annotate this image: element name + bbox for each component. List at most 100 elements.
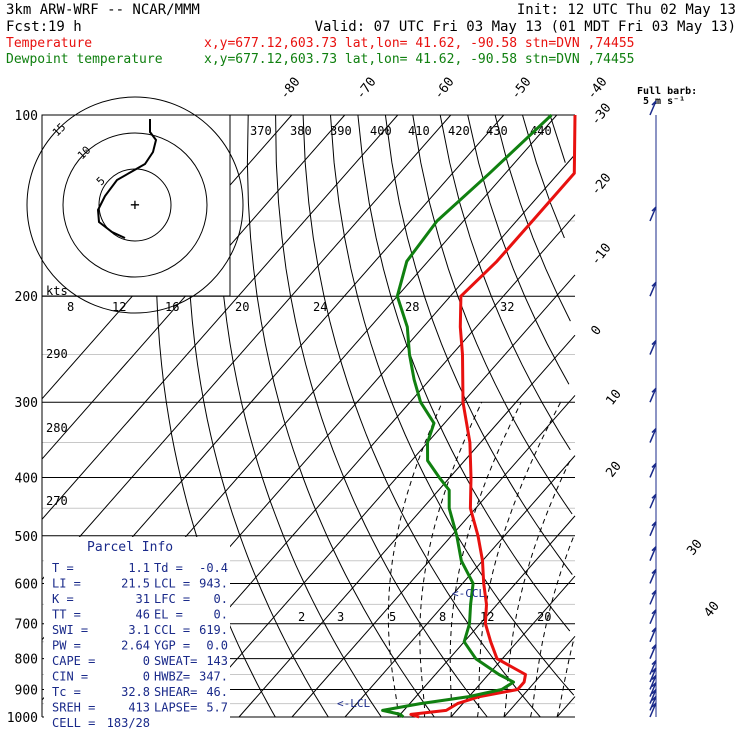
parcel-row-cell: 0. [214, 608, 228, 622]
dry-adiabat [330, 114, 575, 696]
pressure-tick-label: 900 [15, 683, 38, 698]
dry-adiabat [217, 114, 382, 718]
parcel-row-cell: 46 [136, 608, 150, 622]
parcel-row-cell: SWEAT= [154, 654, 197, 668]
isotherm-line [41, 114, 452, 580]
moist-adiabat [477, 401, 562, 718]
wind-barb [649, 695, 657, 711]
isotherm-line [503, 635, 576, 718]
isotherm-label: 20 [603, 459, 624, 481]
parcel-row-cell: 619. [199, 623, 228, 637]
hodograph-frame [41, 114, 231, 297]
temperature-trace [409, 114, 577, 719]
isotherm-line [450, 575, 576, 718]
parcel-row-cell: 413 [128, 701, 150, 715]
pressure-tick-label: 800 [15, 653, 38, 668]
dry-adiabat [494, 114, 571, 322]
parcel-row-cell: LAPSE= [154, 701, 197, 715]
temperature-legend: Temperature [6, 36, 92, 51]
pressure-tick-label: 1000 [7, 711, 38, 726]
isotherm-label: 40 [701, 599, 722, 621]
parcel-row-cell: 5.7 [206, 701, 228, 715]
parcel-row-cell: 46. [206, 685, 228, 699]
wind-barb [649, 589, 657, 605]
wind-barb [649, 387, 657, 403]
parcel-info-title: Parcel Info [87, 540, 173, 555]
wind-barb [649, 427, 657, 443]
hodograph-trace [96, 119, 158, 239]
parcel-row-cell: SREH = [52, 701, 95, 715]
hodograph-speed-label: 32 [500, 300, 514, 314]
dry-adiabat [549, 114, 566, 163]
wind-barb [649, 659, 657, 675]
hodograph-speed-label: 28 [405, 300, 419, 314]
parcel-row-cell: Tc = [52, 685, 81, 699]
wind-barb [649, 568, 657, 584]
wind-barb [649, 682, 657, 697]
header: 3km ARW-WRF -- NCAR/MMM Init: 12 UTC Thu… [6, 2, 736, 107]
wind-barb [649, 546, 657, 561]
pressure-tick-label: 200 [15, 290, 38, 305]
pressure-tick-label: 100 [15, 109, 38, 124]
hodograph-speed-label: 12 [112, 300, 126, 314]
parcel-row-cell: LFC = [154, 592, 190, 606]
pressure-tick-label: 600 [15, 577, 38, 592]
isotherm-label: -30 [588, 101, 614, 129]
hodograph-ring [26, 96, 244, 314]
isotherm-label: -20 [588, 171, 614, 199]
parcel-row-cell: 1.1 [128, 561, 150, 575]
isotherm-line [238, 334, 576, 718]
parcel-row-cell: 2.64 [121, 639, 150, 653]
parcel-row-cell: 21.5 [121, 577, 150, 591]
wind-barb [649, 689, 657, 704]
hodograph-speed-label: 20 [235, 300, 249, 314]
wind-barb [649, 609, 657, 625]
wind-barb [649, 674, 657, 690]
parcel-row-cell: 32.8 [121, 685, 150, 699]
mixing-ratio-label: 2 [298, 610, 305, 624]
lcl-marker: <-LCL [337, 697, 370, 710]
parcel-row-cell: 0.0 [206, 639, 228, 653]
dry-adiabat [187, 114, 329, 718]
parcel-row-cell: CCL = [154, 623, 190, 637]
parcel-row-cell: HWBZ= [154, 670, 190, 684]
isotherm-line [185, 274, 576, 718]
theta-label: 290 [46, 347, 68, 361]
parcel-row-cell: LI = [52, 577, 81, 591]
isotherm-label: 10 [603, 387, 624, 409]
parcel-row-cell: PW = [52, 639, 81, 653]
isotherm-line [344, 455, 576, 718]
moist-adiabat [503, 460, 571, 718]
barb-legend-units: 5 m s⁻¹ [643, 96, 685, 107]
hodograph-ring [62, 132, 208, 278]
theta-e-label: 440 [530, 124, 552, 138]
wind-barb [649, 667, 657, 683]
moist-adiabat [449, 401, 522, 718]
valid-time: Valid: 07 UTC Fri 03 May 13 (01 MDT Fri … [315, 19, 736, 35]
isotherm-label: 0 [588, 323, 605, 338]
isotherm-label: -70 [353, 75, 379, 103]
isotherm-label: -60 [431, 75, 457, 103]
theta-e-label: 430 [486, 124, 508, 138]
theta-label: 280 [46, 421, 68, 435]
isotherm-label: 30 [684, 537, 705, 559]
wind-barb [649, 521, 657, 537]
dewpoint-trace [381, 113, 553, 719]
dry-adiabat [246, 114, 435, 718]
moist-adiabat [419, 401, 483, 718]
forecast-label: Fcst: [6, 19, 48, 35]
parcel-row-cell: LCL = [154, 577, 190, 591]
forecast-hours: 19 h [48, 19, 82, 35]
pressure-tick-label: 700 [15, 618, 38, 633]
theta-label: 270 [46, 494, 68, 508]
dry-adiabat [439, 114, 571, 451]
parcel-row-cell: TT = [52, 608, 81, 622]
pressure-axis: 1000 900 800 700 600 500 400 300 200 100 [7, 109, 38, 726]
parcel-row-cell: 0. [214, 592, 228, 606]
parcel-row-cell: CELL = [52, 716, 95, 730]
parcel-row-cell: 0 [143, 654, 150, 668]
parcel-row-cell: 347. [199, 670, 228, 684]
hodograph-speed-label: 24 [313, 300, 327, 314]
parcel-row-cell: 3.1 [128, 623, 150, 637]
